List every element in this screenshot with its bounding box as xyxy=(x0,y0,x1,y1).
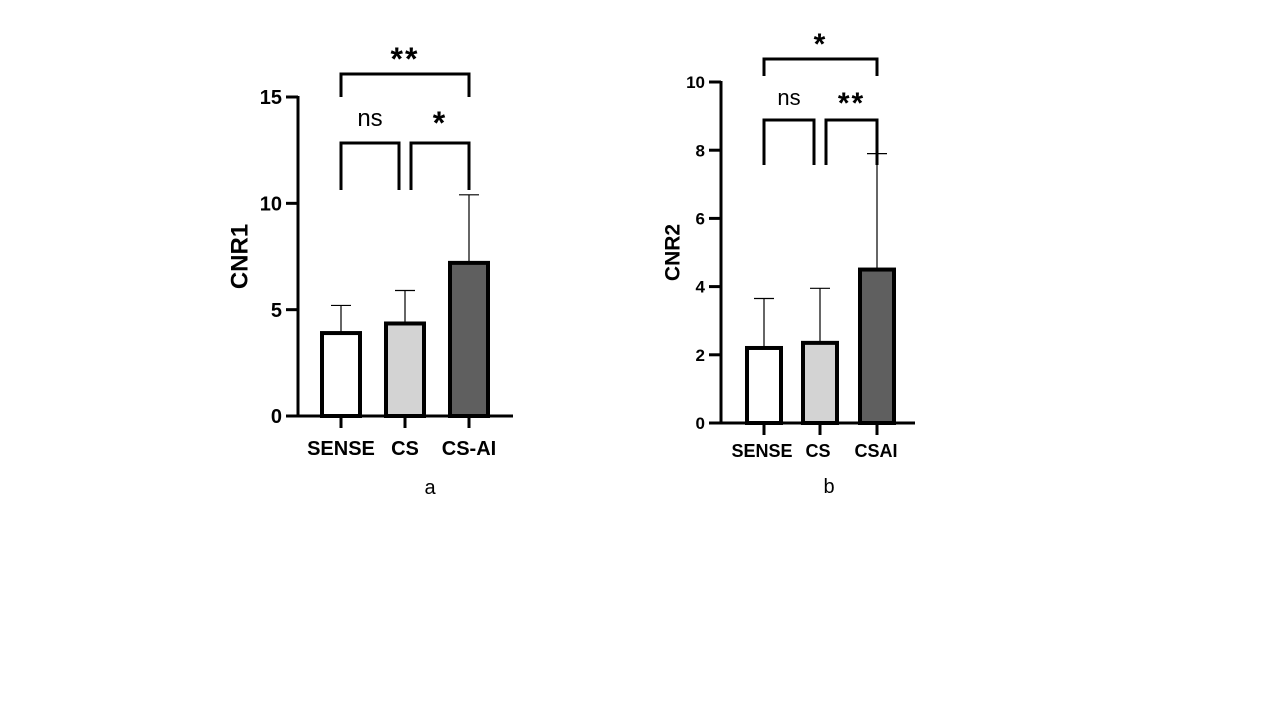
x-category-label: CS xyxy=(391,438,419,460)
significance-label: ns xyxy=(357,105,382,132)
y-tick-label: 8 xyxy=(696,141,705,160)
bar-cs-ai xyxy=(448,260,490,418)
x-category-label: SENSE xyxy=(731,441,792,461)
significance-label: * xyxy=(433,105,447,141)
y-tick-label: 10 xyxy=(260,194,282,216)
panel-label: b xyxy=(823,476,834,498)
significance-bracket xyxy=(762,57,879,76)
significance-bracket xyxy=(762,118,816,165)
bar-sense xyxy=(745,345,783,426)
x-category-label: CSAI xyxy=(854,441,897,461)
significance-bracket xyxy=(824,118,879,165)
panel-label: a xyxy=(424,477,436,499)
significance-bracket xyxy=(339,72,471,97)
y-axis-title: CNR2 xyxy=(661,224,684,281)
bar-cs xyxy=(801,340,839,425)
significance-label: ns xyxy=(777,85,800,110)
bar-csai xyxy=(858,267,896,425)
y-tick-label: 15 xyxy=(260,87,282,109)
significance-label: ** xyxy=(838,87,865,120)
significance-bracket xyxy=(409,141,471,190)
significance-label: * xyxy=(814,28,828,61)
x-category-label: CS-AI xyxy=(442,438,496,460)
significance-bracket xyxy=(339,141,401,190)
y-tick-label: 10 xyxy=(686,73,705,92)
x-category-label: CS xyxy=(805,441,830,461)
y-axis-title: CNR1 xyxy=(226,224,253,289)
y-tick-label: 0 xyxy=(271,406,282,428)
y-tick-label: 0 xyxy=(696,414,705,433)
bar-sense xyxy=(320,331,362,418)
y-tick-label: 2 xyxy=(696,346,705,365)
y-tick-label: 5 xyxy=(271,300,282,322)
bar-cs xyxy=(384,321,426,418)
x-category-label: SENSE xyxy=(307,438,375,460)
y-tick-label: 6 xyxy=(696,210,705,229)
significance-label: ** xyxy=(391,41,420,77)
y-tick-label: 4 xyxy=(696,278,706,297)
